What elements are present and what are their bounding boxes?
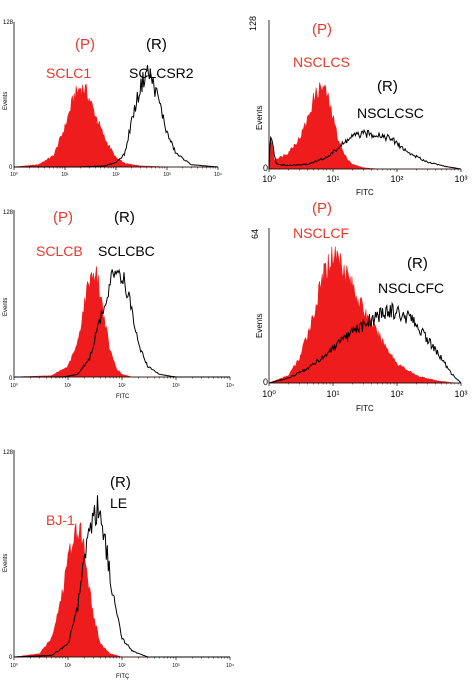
r-tag: (R)	[146, 36, 167, 53]
x-tick-label: 10⁰	[10, 663, 18, 669]
x-tick-label: 10⁰	[10, 172, 18, 178]
x-axis-label: FITÇ	[116, 674, 130, 680]
p-series-label: SCLCB	[36, 243, 83, 259]
x-tick-label: 10³	[172, 383, 180, 389]
y-max-label: 128	[3, 210, 14, 216]
x-tick-label: 10³	[454, 174, 467, 184]
x-axis-label: FITC	[356, 188, 374, 197]
x-tick-label: 10⁴	[214, 172, 222, 178]
r-series-label: SCLCBC	[98, 243, 155, 259]
y-max-label: 128	[3, 20, 14, 26]
series-sclc1-area	[13, 83, 218, 168]
y-min-label: 0	[263, 163, 268, 173]
y-max-label: 128	[3, 450, 14, 456]
x-tick-label: 10⁰	[10, 383, 18, 389]
p-tag: (P)	[312, 21, 332, 38]
x-tick-label: 10⁴	[226, 663, 234, 669]
histogram-plot: 10⁰ 10¹ 10² 10³ 10⁴	[10, 210, 234, 389]
histogram-plot: 10⁰ 10¹ 10² 10³ 10⁴	[10, 22, 222, 178]
series-nsclcfc-line	[268, 301, 462, 384]
y-min-label: 0	[9, 376, 13, 382]
x-tick-label: 10¹	[326, 174, 339, 184]
x-axis-label: FITC	[116, 394, 130, 400]
histogram-plot: 10⁰ 10¹ 10² 10³	[262, 20, 468, 184]
p-tag: (P)	[75, 36, 95, 53]
x-tick-label: 10¹	[64, 663, 72, 669]
series-sclcbc-line	[14, 268, 230, 378]
x-tick-label: 10¹	[326, 389, 339, 399]
p-series-label: SCLC1	[46, 65, 91, 81]
series-nsclcs-area	[268, 82, 461, 170]
y-min-label: 0	[9, 165, 13, 171]
series-nsclcsc-line	[268, 128, 462, 170]
x-tick-label: 10⁴	[226, 383, 234, 389]
x-tick-label: 10³	[454, 389, 467, 399]
r-tag: (R)	[377, 78, 398, 95]
x-tick-label: 10²	[118, 383, 126, 389]
x-tick-label: 10²	[390, 174, 403, 184]
histogram-plot: 10⁰ 10¹ 10² 10³ 10⁴	[10, 450, 234, 669]
r-tag: (R)	[407, 255, 428, 272]
x-tick-label: 10⁰	[262, 174, 276, 184]
r-series-label: NSCLCSC	[357, 105, 424, 121]
x-tick-label: 10²	[112, 172, 120, 178]
y-axis-label: Events	[255, 314, 264, 338]
x-axis-label: FITC	[356, 404, 374, 413]
p-tag: (P)	[312, 200, 332, 217]
x-tick-label: 10³	[172, 663, 180, 669]
p-series-label: NSCLCS	[293, 54, 350, 70]
p-series-label: BJ-1	[46, 512, 75, 528]
y-max-label: 64	[250, 229, 260, 239]
series-sclcb-area	[14, 266, 230, 378]
r-series-label: LE	[110, 495, 127, 511]
x-tick-label: 10²	[118, 663, 126, 669]
p-series-label: NSCLCF	[293, 225, 349, 241]
histogram-plot: 10⁰ 10¹ 10² 10³	[262, 228, 468, 399]
r-series-label: SCLCSR2	[129, 65, 194, 81]
y-axis-label: Events	[255, 106, 264, 130]
p-tag: (P)	[53, 209, 73, 226]
x-tick-label: 10³	[163, 172, 171, 178]
x-tick-label: 10²	[390, 389, 403, 399]
y-axis-label: Events	[3, 298, 9, 316]
x-tick-label: 10¹	[61, 172, 69, 178]
y-min-label: 0	[263, 377, 268, 387]
y-max-label: 128	[248, 16, 258, 31]
histogram-panel-bj1: 10⁰ 10¹ 10² 10³ 10⁴ 128 0 Events FITÇ BJ-1 (…	[3, 450, 234, 680]
histogram-panel-nsclcf: 10⁰ 10¹ 10² 10³ 64 0 Events FITC (P) NSCLCF…	[250, 200, 468, 413]
y-axis-label: Events	[3, 554, 9, 572]
y-min-label: 0	[9, 655, 13, 661]
r-tag: (R)	[110, 474, 131, 491]
y-axis-label: Events	[3, 92, 9, 110]
histogram-panel-sclc1: 10⁰ 10¹ 10² 10³ 10⁴ 128 0 Events (P) SCLC1 (…	[3, 20, 222, 178]
histogram-panel-nsclcs: 10⁰ 10¹ 10² 10³ 128 0 Events FITC (P) NSCLC…	[248, 16, 468, 197]
series-nsclcf-area	[268, 246, 461, 384]
r-series-label: NSCLCFC	[378, 280, 444, 296]
x-tick-label: 10⁰	[262, 389, 276, 399]
histogram-panel-sclcb: 10⁰ 10¹ 10² 10³ 10⁴ 128 0 Events FITC (P) SC…	[3, 209, 234, 400]
r-tag: (R)	[114, 209, 135, 226]
x-tick-label: 10¹	[64, 383, 72, 389]
